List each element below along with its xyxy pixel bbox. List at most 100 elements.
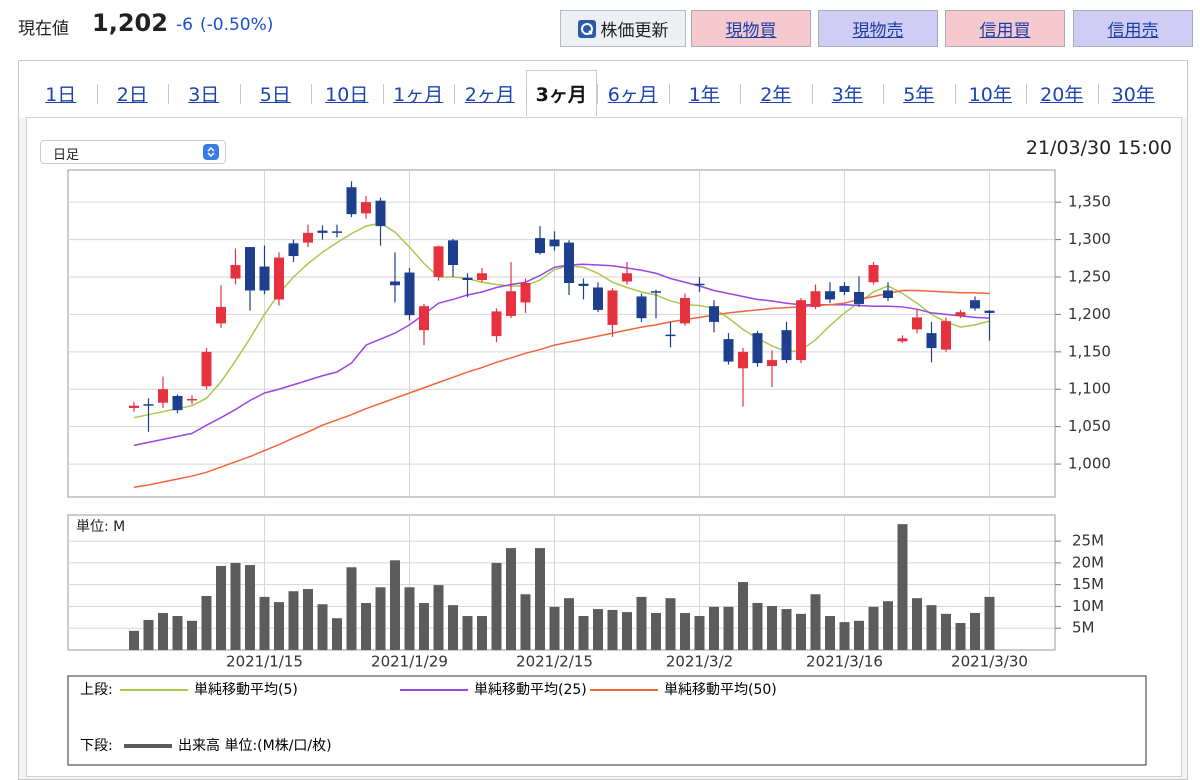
x-tick-label: 2021/3/30 [951,653,1028,671]
volume-bar [288,591,299,650]
candle-body [926,333,937,349]
candle-body [883,290,893,298]
volume-bar [767,606,777,650]
period-tab[interactable]: 2年 [760,83,792,106]
x-tick-label: 2021/1/15 [226,653,303,671]
period-tab[interactable]: 3ヶ月 [525,70,597,116]
trade-button[interactable]: 現物買 [691,10,811,47]
period-tab[interactable]: 1日 [45,83,77,106]
volume-bar [477,616,487,650]
candle-body [448,240,458,266]
moving-average-line [133,289,990,489]
volume-bar [404,587,415,650]
period-tab[interactable]: 1ヶ月 [393,83,444,106]
refresh-button[interactable]: 株価更新 [560,10,686,47]
tab-separator [954,84,956,104]
volume-bar [926,605,937,650]
x-tick-label: 2021/3/16 [806,653,883,671]
period-tab[interactable]: 3日 [188,83,220,106]
period-tab[interactable]: 1年 [688,83,720,106]
candle-body [390,281,400,286]
tab-separator [668,84,670,104]
volume-bar [462,616,473,650]
volume-bar [665,598,676,650]
tab-separator [525,84,527,104]
y-tick-label: 1,000 [1068,455,1111,473]
candle-body [839,285,850,292]
volume-bar [216,565,226,650]
volume-bar [912,598,922,650]
tab-separator [454,84,455,104]
trade-button[interactable]: 現物売 [818,10,938,47]
volume-bar [825,616,835,650]
period-tab[interactable]: 2日 [116,83,148,106]
volume-bar [781,609,792,650]
candle-body [578,283,589,286]
tab-separator [239,84,241,104]
y-tick-label: 1,250 [1068,268,1111,286]
candle-body [796,300,806,361]
volume-bar [970,612,980,650]
volume-bar [419,602,429,650]
timestamp: 21/03/30 15:00 [1025,137,1172,159]
volume-bar [709,606,719,650]
candle-body [941,321,951,350]
x-tick-label: 2021/2/15 [516,653,593,671]
period-tab[interactable]: 10日 [325,83,369,106]
volume-bar [593,609,603,650]
legend-label: 単純移動平均(50) [664,682,777,698]
period-tab[interactable]: 2ヶ月 [464,83,515,106]
volume-bar [187,620,197,650]
volume-bar [941,613,951,650]
candle-body [709,306,719,322]
interval-select[interactable]: 日足 [40,140,226,164]
candle-body [607,290,618,325]
trade-button[interactable]: 信用売 [1073,10,1193,47]
period-tab[interactable]: 5年 [903,83,935,106]
period-tab[interactable]: 10年 [968,83,1012,106]
volume-bar [375,587,386,650]
candle-body [506,291,516,316]
volume-bar [839,622,850,650]
candle-body [825,291,835,300]
trade-button[interactable]: 信用買 [945,10,1065,47]
volume-bar [810,594,821,650]
period-tab[interactable]: 30年 [1111,83,1155,106]
volume-bar [317,604,328,650]
volume-bar [332,618,342,650]
candle-body [665,334,676,337]
period-tab[interactable]: 5日 [259,83,291,106]
volume-bar [955,623,966,650]
candle-body [375,200,386,227]
candle-body [970,300,980,309]
volume-bar [607,609,618,650]
period-tab[interactable]: 3年 [831,83,863,106]
price-label: 現在値 [18,19,69,39]
candle-body [201,351,212,387]
refresh-label: 株価更新 [600,21,669,41]
refresh-icon [577,19,596,38]
candle-body [738,351,748,369]
volume-bar [738,582,748,650]
volume-bar [651,612,661,650]
price-change: -6 [176,15,193,35]
candle-body [274,257,284,300]
tab-separator [382,84,384,104]
candle-body [810,291,821,307]
candle-body [622,273,632,282]
period-tab[interactable]: 6ヶ月 [607,83,658,106]
volume-bar [897,524,908,650]
candle-body [259,266,270,291]
candle-body [723,339,734,362]
period-tab[interactable]: 20年 [1040,83,1084,106]
tab-separator [96,84,98,104]
volume-bar [491,562,502,650]
candle-body [346,187,357,215]
candle-body [303,232,313,243]
volume-bar [723,606,734,650]
candle-body [752,333,763,364]
candle-body [477,273,487,280]
volume-bar [549,606,560,650]
tab-separator [883,84,884,104]
